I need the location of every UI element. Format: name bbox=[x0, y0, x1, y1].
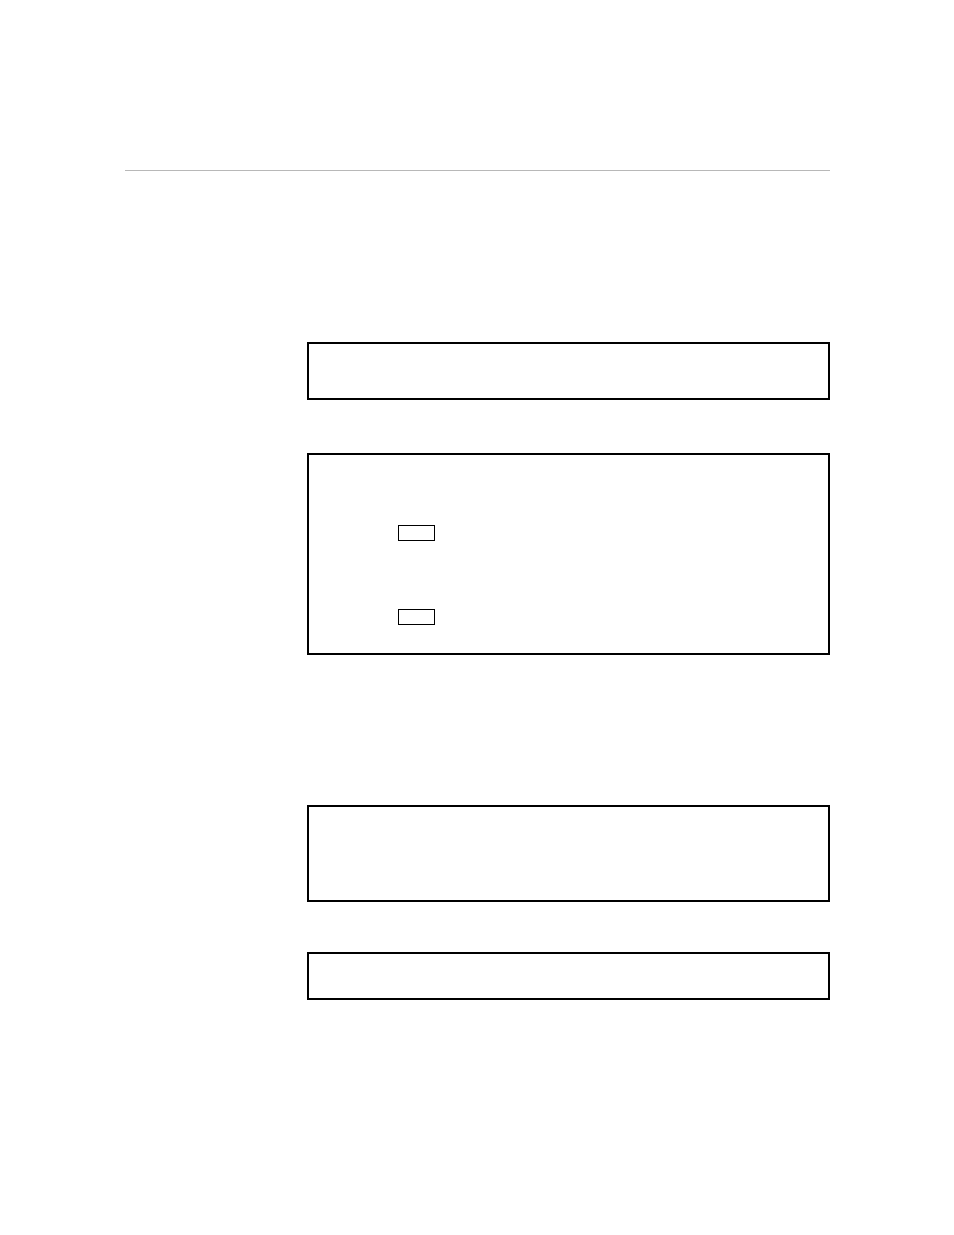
inner-box-2 bbox=[398, 609, 435, 625]
horizontal-rule bbox=[125, 170, 830, 171]
page bbox=[0, 0, 954, 1235]
box-3 bbox=[307, 805, 830, 902]
box-2 bbox=[307, 453, 830, 655]
box-1 bbox=[307, 342, 830, 400]
box-4 bbox=[307, 952, 830, 1000]
inner-box-1 bbox=[398, 525, 435, 541]
